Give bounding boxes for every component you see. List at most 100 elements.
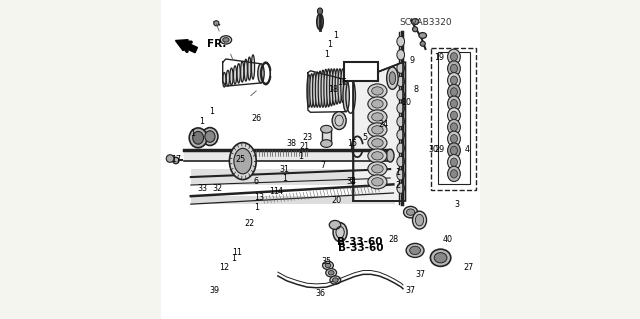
Text: 18: 18 — [328, 85, 338, 94]
Text: 15: 15 — [347, 139, 357, 148]
Ellipse shape — [397, 103, 404, 113]
Ellipse shape — [317, 14, 323, 30]
Ellipse shape — [419, 33, 426, 38]
Text: 31: 31 — [280, 165, 290, 174]
Ellipse shape — [324, 69, 328, 107]
Ellipse shape — [234, 66, 237, 84]
Text: 7: 7 — [321, 161, 326, 170]
Ellipse shape — [227, 70, 230, 86]
Text: 1: 1 — [269, 187, 275, 196]
Text: 13: 13 — [254, 193, 264, 202]
Ellipse shape — [214, 21, 219, 26]
Ellipse shape — [372, 87, 383, 95]
Text: 12: 12 — [220, 263, 229, 272]
Text: 1: 1 — [200, 117, 204, 126]
Text: 9: 9 — [410, 56, 415, 65]
Ellipse shape — [338, 69, 342, 103]
Ellipse shape — [335, 69, 339, 104]
Text: 2: 2 — [396, 181, 401, 189]
Text: 10: 10 — [401, 98, 411, 107]
Ellipse shape — [310, 74, 314, 107]
Text: 6: 6 — [253, 177, 259, 186]
Text: 32: 32 — [213, 184, 223, 193]
Text: 37: 37 — [415, 270, 426, 279]
Bar — [431, 48, 476, 190]
Ellipse shape — [404, 206, 418, 218]
Text: 38: 38 — [286, 139, 296, 148]
Bar — [344, 62, 378, 81]
Ellipse shape — [326, 269, 337, 277]
Text: 21: 21 — [299, 142, 309, 151]
Ellipse shape — [223, 72, 226, 87]
Text: 1: 1 — [253, 203, 259, 212]
Ellipse shape — [323, 261, 333, 270]
Text: 1: 1 — [209, 107, 214, 116]
Text: 16: 16 — [337, 78, 348, 87]
Ellipse shape — [332, 112, 346, 130]
Ellipse shape — [412, 19, 419, 25]
Ellipse shape — [234, 148, 252, 174]
Ellipse shape — [340, 69, 344, 102]
Ellipse shape — [372, 100, 383, 108]
Ellipse shape — [307, 75, 311, 107]
Ellipse shape — [447, 119, 460, 135]
Text: 28: 28 — [388, 235, 399, 244]
Text: 3: 3 — [454, 200, 460, 209]
Ellipse shape — [447, 84, 460, 100]
Ellipse shape — [397, 90, 404, 100]
Ellipse shape — [447, 154, 460, 170]
Text: 37: 37 — [406, 286, 416, 295]
Ellipse shape — [368, 175, 387, 189]
Ellipse shape — [451, 158, 458, 166]
Text: 22: 22 — [244, 219, 255, 228]
Ellipse shape — [343, 80, 349, 112]
Ellipse shape — [415, 214, 424, 226]
Ellipse shape — [333, 223, 347, 242]
Ellipse shape — [451, 64, 458, 73]
Ellipse shape — [332, 278, 338, 282]
FancyArrow shape — [175, 40, 197, 53]
Ellipse shape — [248, 57, 251, 80]
Text: 1: 1 — [333, 31, 339, 40]
Text: 34: 34 — [347, 177, 357, 186]
Ellipse shape — [321, 70, 325, 107]
Ellipse shape — [368, 84, 387, 98]
Text: 26: 26 — [251, 114, 261, 122]
Ellipse shape — [397, 130, 404, 140]
Ellipse shape — [325, 263, 331, 268]
Text: 1: 1 — [349, 177, 355, 186]
Text: 1: 1 — [324, 50, 329, 59]
Text: 27: 27 — [463, 263, 474, 272]
Ellipse shape — [332, 69, 336, 105]
Ellipse shape — [258, 64, 264, 83]
Text: 24: 24 — [379, 120, 389, 129]
Ellipse shape — [387, 67, 398, 89]
Text: 17: 17 — [172, 155, 182, 164]
Ellipse shape — [237, 64, 240, 83]
Ellipse shape — [430, 249, 451, 266]
Ellipse shape — [397, 183, 404, 193]
Text: 35: 35 — [321, 257, 332, 266]
Text: 5: 5 — [362, 133, 367, 142]
Text: 1: 1 — [282, 174, 287, 183]
Text: B-33-60: B-33-60 — [338, 242, 383, 253]
Text: 20: 20 — [331, 197, 341, 205]
Ellipse shape — [173, 157, 179, 164]
Text: 29: 29 — [435, 145, 445, 154]
Ellipse shape — [451, 100, 458, 108]
Ellipse shape — [406, 209, 415, 215]
Bar — [399, 32, 403, 204]
Text: B-33-60: B-33-60 — [337, 237, 383, 248]
Ellipse shape — [447, 49, 460, 64]
Ellipse shape — [451, 88, 458, 96]
Text: 1: 1 — [396, 168, 401, 177]
Ellipse shape — [372, 126, 383, 134]
Ellipse shape — [252, 55, 255, 79]
Ellipse shape — [202, 128, 218, 145]
Bar — [438, 52, 470, 184]
Ellipse shape — [410, 246, 420, 255]
Ellipse shape — [397, 63, 404, 73]
Text: 1: 1 — [232, 254, 236, 263]
Ellipse shape — [372, 165, 383, 173]
Ellipse shape — [389, 72, 396, 85]
